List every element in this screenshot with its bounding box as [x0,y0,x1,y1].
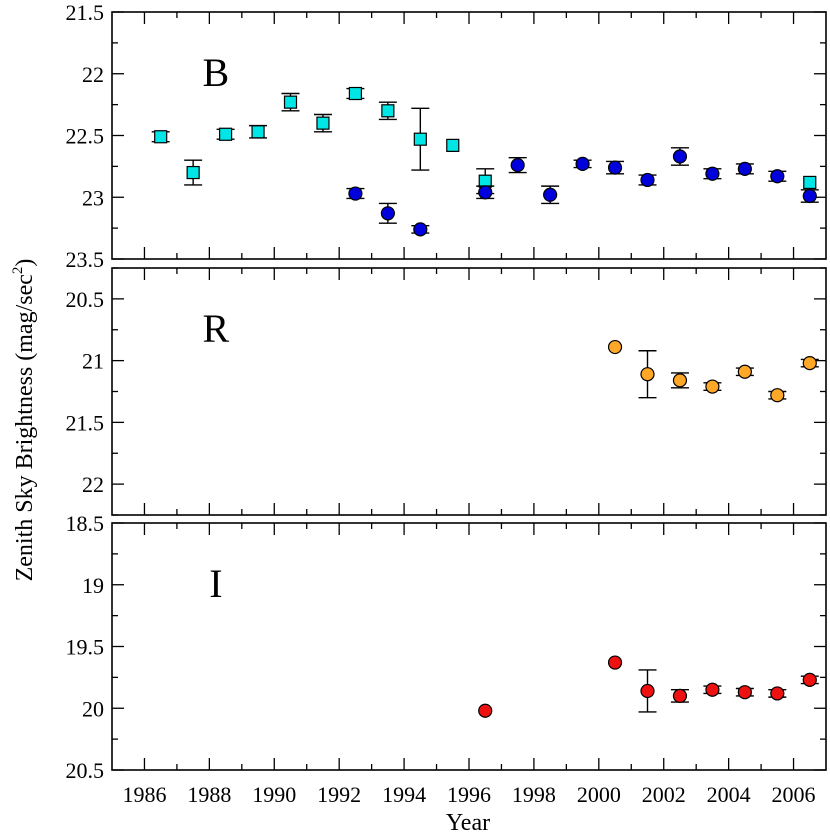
y-tick-label: 22 [82,62,104,87]
x-axis: 1986 1988 1990 1992 1994 1996 1998 2000 2002 2004… [122,782,815,807]
panel-I: 18.5 19 19.5 20 20.5 I [66,511,827,783]
y-axis-label-main: Zenith Sky Brightness (mag/sec [12,274,38,581]
x-tick-label: 1996 [447,782,491,807]
panel-label: R [203,306,230,351]
x-tick-label: 1992 [317,782,361,807]
series-I-circle [478,655,819,718]
panel-B: 21.5 22 22.5 23 23.5 B [66,0,827,272]
y-tick-label: 23 [82,185,104,210]
data-point-circle [640,172,655,188]
data-point-circle [737,161,752,176]
data-point-circle [575,156,590,172]
data-point-circle [770,169,785,184]
y-tick-label: 20.5 [66,287,105,312]
y-tick-label: 18.5 [66,511,105,536]
data-point-circle [543,187,558,202]
x-tick-label: 2004 [707,782,751,807]
data-point-circle [672,373,688,388]
data-point-circle [705,682,720,697]
data-point-circle [607,160,623,175]
y-axis-label: Zenith Sky Brightness (mag/sec2) [10,259,38,582]
y-tick-label: 20 [82,696,104,721]
x-tick-label: 1988 [187,782,231,807]
data-point-circle [640,683,655,699]
series-B-circle [346,147,819,237]
chart-panels: 21.5 22 22.5 23 23.5 B 20.5 21 21.5 22 R 18.5 19 19.5… [66,0,827,783]
data-point-square [154,130,168,144]
y-tick-label: 19 [82,573,104,598]
y-tick-label: 21.5 [66,410,105,435]
x-axis-label: Year [446,810,490,836]
x-tick-label: 1994 [382,782,426,807]
y-axis-label-sup: 2 [10,267,26,275]
x-tick-label: 2000 [577,782,621,807]
x-tick-label: 2002 [642,782,686,807]
data-point-square [348,86,363,101]
panel-frame [111,522,827,771]
data-point-circle [770,388,785,403]
data-point-square [316,116,330,130]
panel-label: B [203,50,230,95]
data-point-square [413,132,427,146]
y-tick-label: 21.5 [66,0,105,25]
data-point-circle [705,166,720,181]
series-R-circle [607,339,819,403]
x-tick-label: 2006 [772,782,816,807]
panel-label: I [209,561,222,606]
x-tick-label: 1986 [122,782,166,807]
y-tick-label: 21 [82,349,104,374]
x-tick-label: 1990 [252,782,296,807]
y-tick-label: 22.5 [66,124,105,149]
data-point-square [803,175,817,190]
data-point-square [186,165,200,180]
data-point-circle [640,367,655,382]
data-point-circle [737,685,752,700]
data-point-circle [705,379,720,394]
data-point-circle [770,686,785,701]
data-point-circle [478,185,493,200]
data-point-circle [413,222,428,237]
data-point-circle [478,703,493,718]
data-point-circle [510,158,525,173]
panel-frame [111,267,827,516]
data-point-circle [607,655,623,670]
data-point-circle [348,186,363,201]
y-tick-label: 23.5 [66,247,105,272]
y-axis-label-close: ) [12,259,38,267]
data-point-circle [802,672,817,687]
data-point-circle [802,355,817,371]
data-point-circle [802,188,817,204]
x-tick-label: 1998 [512,782,556,807]
data-point-square [218,127,233,141]
data-point-circle [672,688,688,704]
panel-R: 20.5 21 21.5 22 R [66,267,827,516]
data-point-square [283,95,298,109]
data-point-circle [380,206,395,221]
y-tick-label: 22 [82,472,104,497]
data-point-circle [672,149,688,164]
data-point-square [381,104,395,118]
data-point-circle [737,364,752,379]
y-tick-label: 20.5 [66,758,105,783]
data-point-square [446,138,460,152]
y-tick-label: 19.5 [66,635,105,660]
data-point-circle [607,339,623,355]
data-point-square [251,125,265,139]
